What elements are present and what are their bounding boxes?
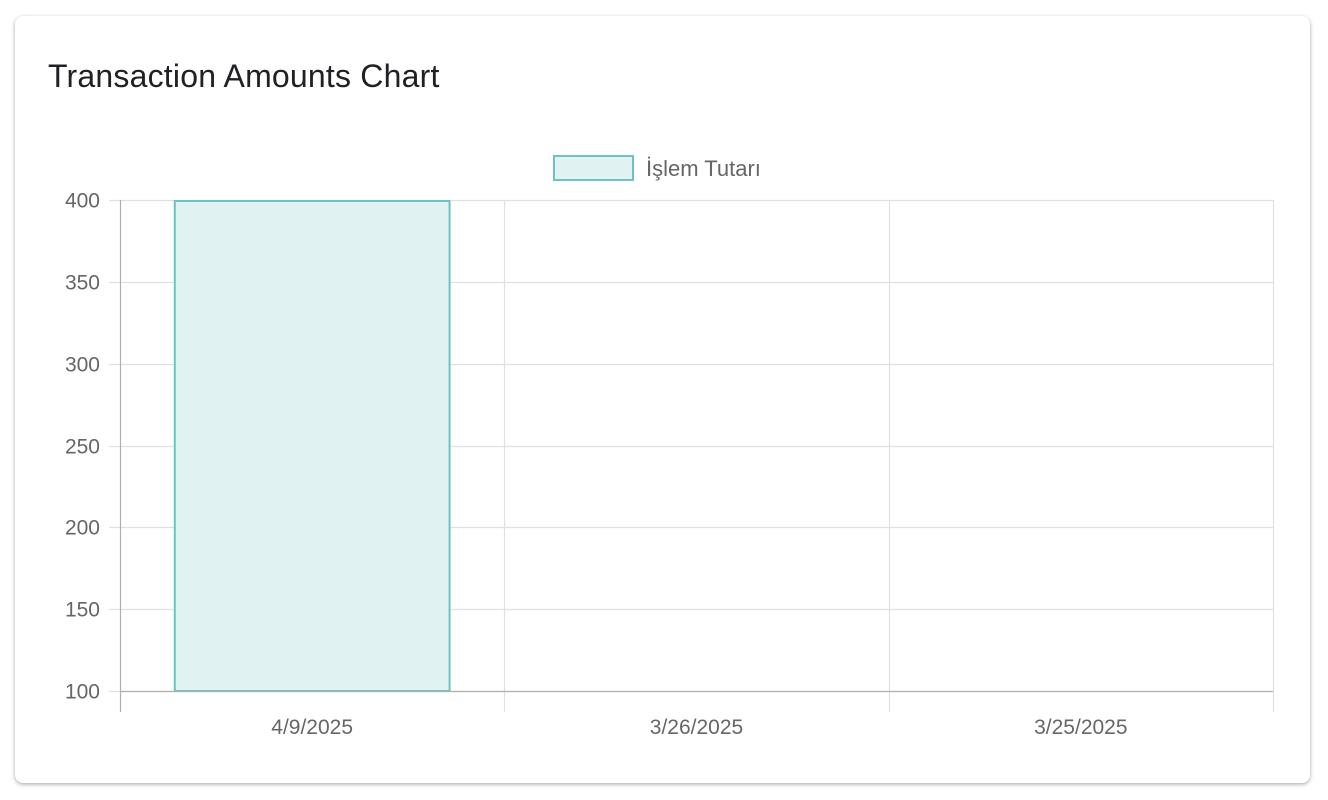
y-tick-label: 250 bbox=[65, 436, 100, 459]
y-tick-label: 100 bbox=[65, 681, 100, 704]
y-tick-label: 150 bbox=[65, 599, 100, 622]
card-title: Transaction Amounts Chart bbox=[48, 58, 440, 94]
x-tick-label: 3/25/2025 bbox=[1034, 716, 1127, 739]
x-tick-label: 3/26/2025 bbox=[650, 716, 743, 739]
bar[interactable] bbox=[173, 200, 451, 692]
legend-swatch[interactable] bbox=[553, 155, 634, 181]
x-tick-label: 4/9/2025 bbox=[271, 716, 353, 739]
y-tick-label: 200 bbox=[65, 517, 100, 540]
y-tick-label: 300 bbox=[65, 354, 100, 377]
y-tick-label: 400 bbox=[65, 190, 100, 213]
legend[interactable]: İşlem Tutarı bbox=[553, 155, 761, 181]
legend-label[interactable]: İşlem Tutarı bbox=[646, 156, 761, 181]
bars-layer bbox=[173, 200, 451, 692]
y-tick-label: 350 bbox=[65, 272, 100, 295]
axes-layer: 400 350 300 250 200 150 100 4/9/2025 3/26/2025 3/… bbox=[65, 190, 1273, 739]
